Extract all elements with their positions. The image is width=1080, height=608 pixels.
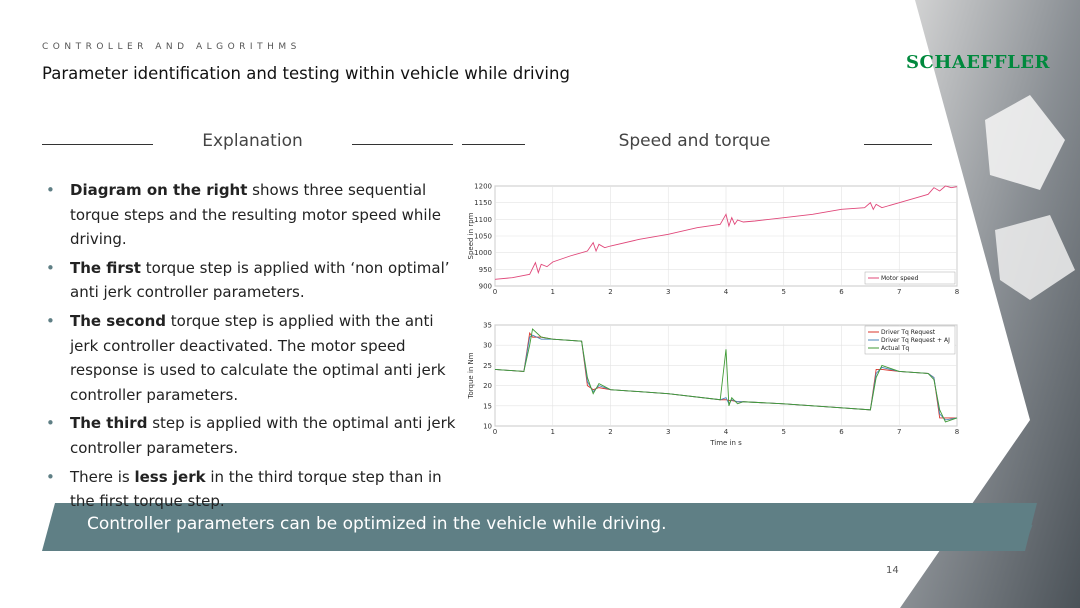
legend-label: Actual Tq (881, 345, 909, 352)
rule (462, 144, 525, 145)
puzzle-piece (995, 215, 1075, 300)
x-tick-label: 4 (724, 288, 729, 296)
banner-text: Controller parameters can be optimized i… (87, 514, 667, 534)
legend-label: Driver Tq Request + AJ (881, 337, 950, 344)
puzzle-piece (985, 95, 1065, 190)
bold-text: The third (70, 414, 148, 433)
bullet: There is less jerk in the third torque s… (46, 465, 456, 514)
x-tick-label: 3 (666, 288, 670, 296)
rule (42, 144, 153, 145)
x-axis-label: Time in s (709, 439, 742, 447)
rule (864, 144, 932, 145)
x-tick-label: 1 (551, 288, 555, 296)
title: Parameter identification and testing wit… (42, 64, 570, 83)
bullet-list: Diagram on the right shows three sequent… (46, 178, 456, 518)
text: torque step is applied with the anti jer… (70, 311, 446, 404)
section-heading: Speed and torque (618, 131, 771, 151)
y-tick-label: 950 (479, 266, 492, 274)
x-tick-label: 2 (608, 428, 612, 436)
y-axis-label: Torque in Nm (467, 352, 475, 399)
bold-text: The second (70, 311, 167, 330)
y-tick-label: 1100 (474, 216, 492, 224)
logo: SCHAEFFLER (906, 52, 1050, 73)
y-tick-label: 900 (479, 283, 492, 291)
bullet: The second torque step is applied with t… (46, 309, 456, 407)
x-tick-label: 8 (955, 288, 959, 296)
x-tick-label: 4 (724, 428, 729, 436)
y-tick-label: 35 (483, 322, 492, 330)
series-line (494, 328, 958, 423)
x-tick-label: 5 (782, 288, 786, 296)
legend-label: Driver Tq Request (881, 329, 936, 336)
x-tick-label: 0 (493, 428, 497, 436)
x-tick-label: 6 (839, 288, 844, 296)
text: torque step is applied with ‘non optimal… (70, 258, 450, 302)
page-number: 14 (886, 565, 899, 576)
chart: 0 1 2 3 4 5 6 7 8 10 15 20 25 30 35 Torque in Nm Time in… (467, 322, 959, 448)
x-tick-label: 6 (839, 428, 844, 436)
bullet: The third step is applied with the optim… (46, 411, 456, 460)
x-tick-label: 2 (608, 288, 612, 296)
x-tick-label: 1 (551, 428, 555, 436)
rule (352, 144, 453, 145)
y-tick-label: 1000 (474, 249, 492, 257)
banner-accent (1021, 524, 1033, 552)
bullet: The first torque step is applied with ‘n… (46, 256, 456, 305)
banner (42, 503, 1037, 551)
x-tick-label: 5 (782, 428, 786, 436)
x-tick-label: 3 (666, 428, 670, 436)
text: step is applied with the optimal anti je… (70, 414, 456, 457)
x-tick-label: 7 (897, 288, 901, 296)
y-tick-label: 1050 (474, 233, 492, 241)
bold-text: Diagram on the right (70, 181, 248, 199)
text: shows three sequential torque steps and … (70, 181, 441, 249)
section-heading: Explanation (202, 131, 303, 151)
legend-label: Motor speed (881, 275, 919, 282)
bold-text: less jerk (134, 467, 206, 486)
legend-box (864, 271, 956, 285)
x-tick-label: 8 (955, 428, 959, 436)
y-tick-label: 30 (483, 342, 492, 350)
text: in the third torque step than in the fir… (70, 467, 442, 511)
chart: 0 1 2 3 4 5 6 7 8 900 950 1000 1050 1100 1150 1200 Speed… (467, 183, 959, 297)
bold-text: The first (70, 258, 141, 277)
text: There is (70, 467, 135, 486)
y-tick-label: 1150 (474, 199, 492, 207)
y-tick-label: 15 (483, 402, 492, 410)
legend-box (864, 325, 956, 355)
y-tick-label: 20 (483, 382, 492, 390)
x-tick-label: 7 (897, 428, 901, 436)
y-tick-label: 25 (483, 362, 492, 370)
kicker: CONTROLLER AND ALGORITHMS (42, 42, 301, 52)
x-tick-label: 0 (493, 288, 497, 296)
series-line (494, 185, 958, 280)
y-tick-label: 1200 (474, 183, 492, 191)
y-axis-label: Speed in rpm (467, 212, 475, 259)
y-tick-label: 10 (483, 423, 492, 431)
bullet: Diagram on the right shows three sequent… (46, 178, 456, 252)
